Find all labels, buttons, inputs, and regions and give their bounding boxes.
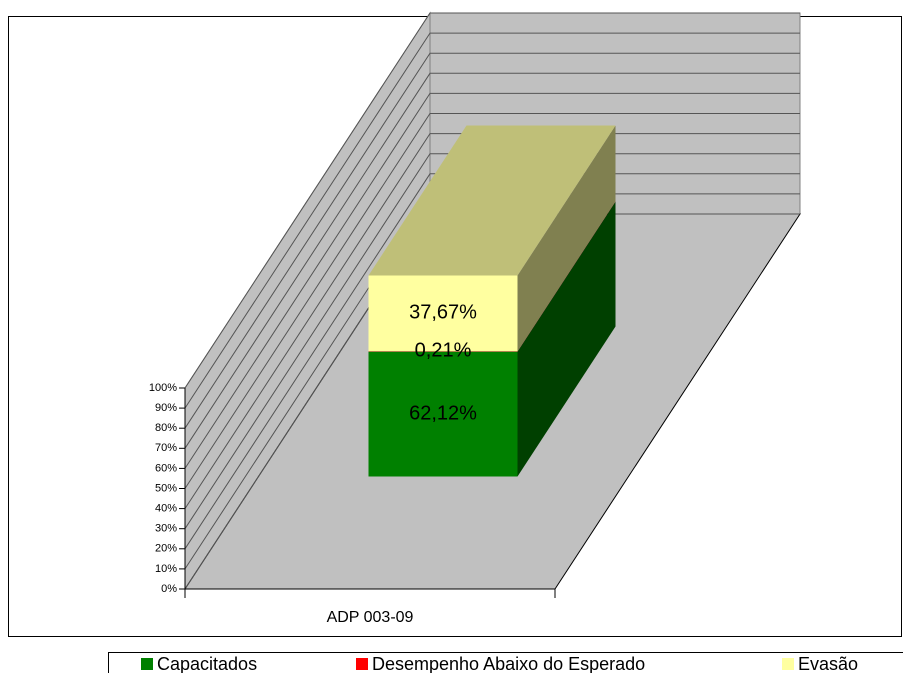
grid-line xyxy=(184,72,800,449)
grid-line xyxy=(184,12,800,389)
legend-label: Capacitados xyxy=(157,654,257,673)
y-tick-label: 70% xyxy=(155,442,177,454)
y-tick-label: 10% xyxy=(155,563,177,575)
grid-line xyxy=(184,133,800,509)
bar-side xyxy=(517,201,616,477)
grid-line xyxy=(184,52,800,429)
bar xyxy=(368,351,518,477)
legend-label: Evasão xyxy=(798,654,858,673)
data-label: 62,12% xyxy=(409,402,477,424)
bar xyxy=(368,275,518,352)
bar-side xyxy=(517,125,616,352)
x-tick-label: ADP 003-09 xyxy=(327,609,414,626)
legend-label: Desempenho Abaixo do Esperado xyxy=(372,654,645,673)
y-tick-label: 60% xyxy=(155,462,177,474)
y-tick-label: 90% xyxy=(155,402,177,414)
grid-line xyxy=(184,32,800,409)
grid-line xyxy=(184,92,800,469)
bar-top xyxy=(368,125,616,276)
y-tick-label: 0% xyxy=(161,583,177,595)
legend-swatch xyxy=(356,658,368,670)
y-tick-label: 30% xyxy=(155,523,177,535)
data-label: 37,67% xyxy=(409,302,477,324)
data-label: 0,21% xyxy=(415,340,472,362)
bar-side xyxy=(517,201,616,352)
legend-swatch xyxy=(782,658,794,670)
grid-line xyxy=(184,173,800,550)
y-tick-label: 40% xyxy=(155,503,177,515)
legend-swatch xyxy=(141,658,153,670)
y-tick-label: 50% xyxy=(155,482,177,494)
y-tick-label: 80% xyxy=(155,422,177,434)
grid-line xyxy=(184,153,800,529)
y-tick-label: 100% xyxy=(149,382,177,394)
grid-line xyxy=(184,113,800,489)
y-tick-label: 20% xyxy=(155,543,177,555)
